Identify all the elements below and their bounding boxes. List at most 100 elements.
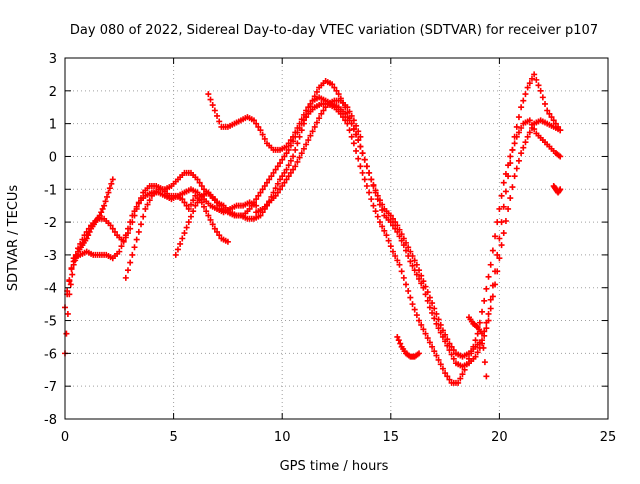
data-point-interp: [395, 337, 402, 344]
data-point-interp: [294, 140, 301, 147]
series-arc-9: [465, 314, 490, 380]
data-point: [485, 310, 492, 317]
data-point-interp: [183, 224, 190, 231]
data-point-interp: [483, 325, 490, 332]
data-point-interp: [274, 163, 281, 170]
data-point-interp: [379, 201, 386, 208]
data-point: [409, 301, 416, 308]
data-point: [205, 91, 212, 98]
data-point-interp: [474, 349, 481, 356]
data-point-interp: [268, 173, 275, 180]
data-point-interp: [194, 199, 201, 206]
y-tick-label: -3: [44, 249, 57, 264]
data-point: [329, 81, 336, 88]
data-point-interp: [300, 145, 307, 152]
data-point-interp: [138, 221, 145, 228]
data-point-interp: [379, 223, 386, 230]
data-point-interp: [331, 84, 338, 91]
data-points-layer: [62, 71, 564, 386]
data-point-interp: [511, 140, 518, 147]
data-point-interp: [66, 277, 73, 284]
data-point-interp: [281, 169, 288, 176]
data-point-interp: [133, 236, 140, 243]
data-point-interp: [181, 230, 188, 237]
data-point-interp: [528, 125, 535, 132]
data-point-interp: [405, 288, 412, 295]
data-point: [116, 248, 123, 255]
data-point: [557, 186, 564, 193]
data-point-interp: [187, 213, 194, 220]
data-point-interp: [207, 96, 214, 103]
data-point: [374, 192, 381, 199]
data-point-interp: [353, 122, 360, 129]
data-point-interp: [64, 310, 71, 317]
data-point-interp: [285, 140, 292, 147]
data-point-interp: [346, 108, 353, 115]
data-point-interp: [294, 125, 301, 132]
data-point-interp: [437, 321, 444, 328]
data-point: [396, 261, 403, 268]
plot-frame: [64, 57, 609, 420]
data-point-interp: [111, 228, 118, 235]
data-point-interp: [99, 205, 106, 212]
data-point-interp: [348, 133, 355, 140]
data-point-interp: [131, 208, 138, 215]
data-point-interp: [63, 330, 70, 337]
data-point-interp: [489, 282, 496, 289]
data-point-interp: [298, 116, 305, 123]
data-point-interp: [292, 146, 299, 153]
data-point-interp: [124, 267, 131, 274]
data-point: [298, 150, 305, 157]
data-point-interp: [520, 97, 527, 104]
data-point: [370, 202, 377, 209]
data-point-interp: [448, 351, 455, 358]
data-point-interp: [496, 255, 503, 262]
data-point: [224, 238, 231, 245]
data-point-interp: [398, 231, 405, 238]
data-point: [376, 219, 383, 226]
data-point-interp: [307, 132, 314, 139]
series-arc-2: [62, 176, 116, 357]
data-point: [266, 176, 273, 183]
data-point-interp: [450, 347, 457, 354]
data-point-interp: [209, 102, 216, 109]
data-point-interp: [515, 157, 522, 164]
data-point-interp: [389, 215, 396, 222]
data-point-interp: [396, 226, 403, 233]
data-point-interp: [277, 160, 284, 167]
data-point-interp: [480, 344, 487, 351]
data-point-interp: [261, 135, 268, 142]
data-point-interp: [313, 88, 320, 95]
data-point-interp: [502, 188, 509, 195]
data-point: [524, 84, 531, 91]
data-point: [498, 219, 505, 226]
data-point-interp: [422, 283, 429, 290]
data-point-interp: [498, 192, 505, 199]
data-point: [446, 340, 453, 347]
data-point-interp: [450, 355, 457, 362]
data-point-interp: [431, 348, 438, 355]
data-point-interp: [127, 259, 134, 266]
data-point-interp: [320, 107, 327, 114]
data-point-interp: [398, 268, 405, 275]
data-point: [194, 176, 201, 183]
data-point-interp: [305, 104, 312, 111]
data-point-interp: [292, 129, 299, 136]
data-point: [172, 251, 179, 258]
data-point-interp: [353, 131, 360, 138]
x-tick-label: 10: [274, 430, 291, 445]
data-point-interp: [333, 87, 340, 94]
data-point-interp: [446, 376, 453, 383]
data-point-interp: [424, 289, 431, 296]
data-point-interp: [400, 274, 407, 281]
data-point-interp: [528, 75, 535, 82]
data-point: [507, 153, 514, 160]
data-point-interp: [555, 123, 562, 130]
data-point: [455, 379, 462, 386]
data-point: [290, 153, 297, 160]
data-point: [518, 104, 525, 111]
data-point: [105, 189, 112, 196]
data-point: [283, 143, 290, 150]
data-point: [296, 120, 303, 127]
